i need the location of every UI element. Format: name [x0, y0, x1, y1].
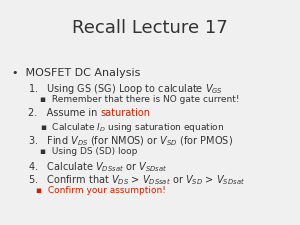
Text: 1.   Using GS (SG) Loop to calculate $V_{GS}$: 1. Using GS (SG) Loop to calculate $V_{G…: [28, 82, 223, 96]
Text: saturation: saturation: [100, 108, 150, 118]
Text: 3.   Find $V_{DS}$ (for NMOS) or $V_{SD}$ (for PMOS): 3. Find $V_{DS}$ (for NMOS) or $V_{SD}$ …: [28, 134, 233, 148]
Text: •  MOSFET DC Analysis: • MOSFET DC Analysis: [12, 68, 140, 78]
Text: ▪  Remember that there is NO gate current!: ▪ Remember that there is NO gate current…: [40, 95, 239, 104]
Text: ▪  Confirm your assumption!: ▪ Confirm your assumption!: [36, 186, 166, 195]
Text: ▪  Calculate $I_D$ using saturation equation: ▪ Calculate $I_D$ using saturation equat…: [40, 121, 224, 134]
Text: 5.   Confirm that $V_{DS}$ > $V_{DS sat}$ or $V_{SD}$ > $V_{SD sat}$: 5. Confirm that $V_{DS}$ > $V_{DS sat}$ …: [28, 173, 245, 187]
Text: ▪  Using DS (SD) loop: ▪ Using DS (SD) loop: [40, 147, 137, 156]
Text: 2.   Assume in: 2. Assume in: [28, 108, 100, 118]
Text: 4.   Calculate $V_{DS sat}$ or $V_{SD sat}$: 4. Calculate $V_{DS sat}$ or $V_{SD sat}…: [28, 160, 167, 174]
Text: Recall Lecture 17: Recall Lecture 17: [72, 19, 228, 37]
